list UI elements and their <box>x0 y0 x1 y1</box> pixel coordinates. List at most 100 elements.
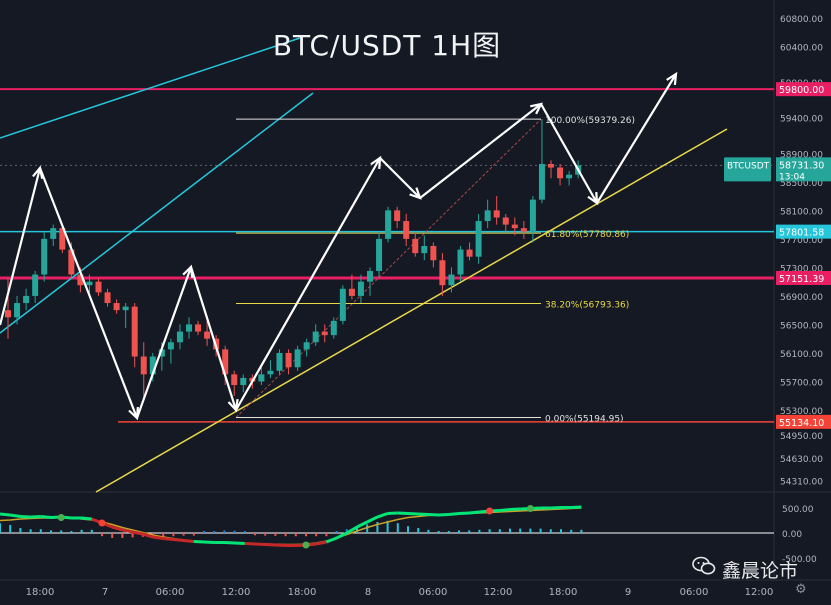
fib-level-label: 38.20%(56793.36) <box>545 301 629 311</box>
price-tag-value: 55134.10 <box>779 418 824 429</box>
candle-body <box>176 331 183 343</box>
price-tick-label: 54630.00 <box>780 455 823 465</box>
candle-body <box>566 174 573 179</box>
price-tick-label: 60800.00 <box>780 15 823 25</box>
fib-level-label: 0.00%(55194.95) <box>545 414 624 424</box>
candle-body <box>131 306 138 357</box>
price-tag <box>776 270 831 285</box>
candle-body <box>68 249 75 275</box>
candle-body <box>538 164 545 200</box>
candle-body <box>149 356 156 375</box>
time-tick-label: 18:00 <box>288 587 317 598</box>
indicator-fast-line-segment <box>111 525 123 532</box>
candle-body <box>258 374 265 382</box>
candle-body <box>59 228 66 250</box>
indicator-fast-line-segment <box>30 515 41 519</box>
time-tick-label: 7 <box>102 587 108 598</box>
candle-body <box>457 249 464 275</box>
price-tag <box>776 224 831 239</box>
symbol-tag-label: BTCUSDT <box>727 161 770 171</box>
candle-body <box>186 324 192 332</box>
time-tick-label: 06:00 <box>419 587 448 598</box>
fib-level-label: 61.80%(57780.86) <box>545 230 629 240</box>
indicator-fast-line-segment <box>142 532 154 539</box>
candle-body <box>113 303 120 311</box>
candle-body <box>240 377 247 386</box>
candle-body <box>222 349 229 375</box>
candle-body <box>376 238 383 271</box>
indicator-fast-line-segment <box>550 506 562 510</box>
candle-body <box>430 246 437 261</box>
channel-lower-line <box>0 92 314 334</box>
indicator-fast-line-segment <box>244 542 256 546</box>
candle-body <box>520 228 527 232</box>
indicator-fast-line-segment <box>81 516 92 521</box>
price-tick-label: 57700.00 <box>780 236 823 246</box>
indicator-fast-line-segment <box>0 512 11 517</box>
candle-body <box>294 349 301 368</box>
indicator-fast-line-segment <box>571 505 582 509</box>
candle-body <box>140 356 147 375</box>
candle-body <box>5 310 11 318</box>
candle-body <box>339 288 346 321</box>
indicator-cross-dot <box>57 514 65 521</box>
indicator-fast-line-segment <box>366 515 379 524</box>
indicator-fast-line-segment <box>418 512 429 516</box>
candle-body <box>475 221 482 257</box>
wave-path <box>0 73 677 420</box>
time-tick-label: 18:00 <box>549 587 578 598</box>
indicator-fast-line-segment <box>9 513 21 518</box>
indicator-fast-line-segment <box>448 512 460 516</box>
candle-body <box>448 274 455 286</box>
indicator-fast-line-segment <box>254 542 266 546</box>
settings-gear-icon[interactable]: ⚙ <box>795 582 807 597</box>
indicator-fast-line-segment <box>234 541 245 545</box>
indicator-cross-dot <box>98 519 106 527</box>
candle-body <box>466 249 473 257</box>
candle-body <box>77 274 84 286</box>
candle-body <box>276 352 283 371</box>
candle-body <box>412 238 419 254</box>
price-tick-label: 56100.00 <box>780 350 823 360</box>
symbol-tag <box>724 157 771 182</box>
time-tick-label: 06:00 <box>156 587 185 598</box>
indicator-fast-line-segment <box>173 538 184 542</box>
candle-body <box>23 295 30 304</box>
price-tick-label: 56900.00 <box>780 293 823 303</box>
indicator-fast-line-segment <box>335 531 348 540</box>
candle-body <box>484 210 491 222</box>
wechat-icon <box>692 556 716 575</box>
candle-body <box>204 331 211 339</box>
indicator-fast-line-segment <box>356 520 368 529</box>
watermark-text: 鑫晨论市 <box>722 560 799 582</box>
time-tick-label: 12:00 <box>745 587 774 598</box>
indicator-fast-line-segment <box>203 540 215 544</box>
indicator-fast-line-segment <box>265 543 276 547</box>
time-tick-label: 06:00 <box>680 587 709 598</box>
indicator-fast-line-segment <box>315 540 327 546</box>
indicator-fast-line-segment <box>152 535 164 540</box>
fib-diagonal <box>235 118 542 418</box>
price-tag <box>776 414 831 429</box>
candle-body <box>86 281 93 286</box>
candle-body <box>385 210 392 239</box>
price-tag-value: 57801.58 <box>779 228 824 239</box>
indicator-fast-line-segment <box>438 513 449 517</box>
candle-body <box>348 288 355 296</box>
time-tick-label: 8 <box>365 587 371 598</box>
candle-body <box>330 320 337 336</box>
indicator-fast-line-segment <box>376 512 389 519</box>
price-tag <box>776 82 831 97</box>
price-tick-label: 56500.00 <box>780 321 823 331</box>
candle-body <box>158 349 165 357</box>
wave-arrowhead <box>409 187 422 200</box>
candle-body <box>14 303 21 318</box>
indicator-fast-line-segment <box>275 543 286 547</box>
candle-body <box>267 370 274 375</box>
time-tick-label: 12:00 <box>222 587 251 598</box>
chart-title: BTC/USDT 1H图 <box>272 29 502 62</box>
candle-body <box>367 270 373 282</box>
indicator-tick-label: -500.00 <box>782 555 817 565</box>
price-tick-label: 57300.00 <box>780 264 823 274</box>
